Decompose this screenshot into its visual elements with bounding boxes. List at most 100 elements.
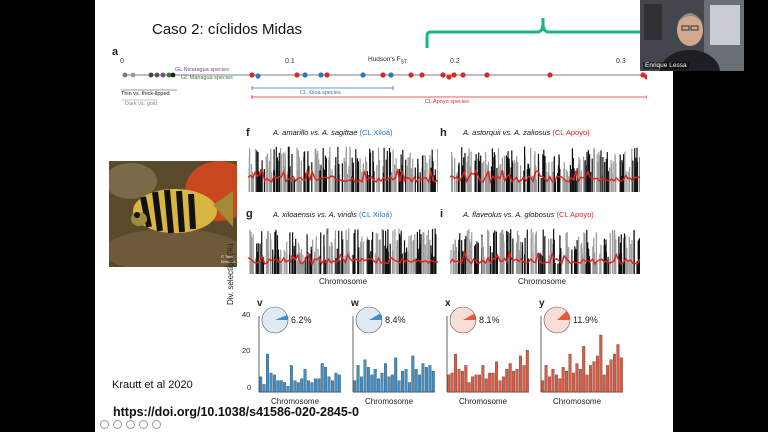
manhattan-column: [354, 229, 356, 274]
manhattan-column: [338, 230, 340, 274]
manhattan-column: [456, 173, 458, 192]
manhattan-column: [496, 257, 498, 274]
manhattan-column: [372, 231, 374, 274]
manhattan-column: [378, 240, 380, 274]
photo-credit: © Tom Brinkers: [221, 254, 236, 264]
bar: [310, 382, 314, 393]
manhattan-column: [301, 263, 304, 274]
manhattan-column: [369, 180, 371, 192]
manhattan-column: [351, 157, 353, 192]
manhattan-column: [466, 230, 468, 274]
manhattan-column: [499, 233, 501, 274]
manhattan-column: [427, 180, 429, 192]
bars-ytick: 20: [242, 346, 251, 355]
manhattan-column: [287, 171, 289, 192]
manhattan-column: [572, 158, 574, 192]
manhattan-column: [626, 174, 628, 192]
manhattan-column: [374, 253, 377, 274]
manhattan-column: [566, 255, 568, 274]
manhattan-column: [574, 171, 576, 192]
manhattan-column: [279, 259, 281, 274]
bar: [488, 372, 492, 393]
manhattan-column: [344, 161, 346, 192]
bar: [551, 369, 555, 393]
manhattan-column: [627, 262, 629, 274]
manhattan-column: [557, 263, 559, 274]
zoom-button[interactable]: [139, 420, 148, 429]
manhattan-column: [633, 230, 635, 274]
manhattan-column: [544, 157, 546, 192]
manhattan-column: [314, 262, 316, 274]
more-options-button[interactable]: [152, 420, 161, 429]
manhattan-column: [409, 152, 411, 192]
manhattan-column: [400, 230, 402, 274]
bar: [377, 378, 381, 393]
pen-tool-button[interactable]: [126, 420, 135, 429]
manhattan-column: [307, 252, 309, 274]
manhattan-column: [580, 244, 582, 274]
bar: [356, 365, 360, 393]
cl-xiloa-label: CL Xiloá species: [300, 90, 341, 96]
manhattan-column: [550, 238, 552, 274]
manhattan-column: [593, 237, 595, 274]
pie-slice: [557, 311, 570, 320]
manhattan-column: [251, 237, 253, 274]
bar: [505, 369, 509, 393]
manhattan-column: [623, 154, 625, 192]
bar: [313, 378, 317, 393]
manhattan-plot-i: [450, 228, 640, 274]
manhattan-column: [279, 170, 281, 192]
manhattan-column: [345, 149, 347, 192]
bar: [460, 370, 464, 393]
panel-f-title: A. amarillo vs. A. sagittae (CL Xiloá): [273, 128, 393, 137]
manhattan-column: [453, 250, 455, 274]
manhattan-column: [571, 148, 573, 192]
manhattan-column: [487, 229, 489, 274]
manhattan-column: [383, 147, 385, 192]
manhattan-column: [467, 156, 469, 192]
manhattan-column: [557, 173, 559, 192]
manhattan-column: [289, 173, 291, 192]
bar: [303, 369, 307, 393]
manhattan-column: [479, 160, 481, 192]
manhattan-column: [489, 246, 491, 274]
manhattan-column: [418, 248, 420, 274]
manhattan-column: [372, 161, 374, 192]
manhattan-column: [507, 151, 509, 192]
prev-slide-button[interactable]: [100, 420, 109, 429]
bar: [619, 357, 623, 393]
doi-link[interactable]: https://doi.org/10.1038/s41586-020-2845-…: [113, 405, 359, 419]
manhattan-column: [317, 150, 319, 192]
manhattan-column: [586, 165, 588, 192]
bar: [450, 372, 454, 393]
manhattan-column: [384, 245, 386, 274]
bar: [515, 369, 519, 393]
fst-tick: 0: [120, 58, 124, 65]
manhattan-column: [610, 160, 612, 192]
manhattan-column: [496, 167, 498, 192]
bar: [363, 359, 367, 393]
manhattan-column: [589, 154, 591, 192]
panel-g-title: A. xiloaensis vs. A. viridis (CL Xiloá): [273, 210, 393, 219]
manhattan-column: [382, 172, 385, 192]
manhattan-column: [259, 180, 261, 192]
next-slide-button[interactable]: [113, 420, 122, 429]
manhattan-column: [399, 233, 401, 274]
bar: [512, 370, 516, 393]
manhattan-column: [614, 250, 616, 274]
fst-trend-line: [248, 252, 438, 266]
manhattan-column: [251, 259, 253, 274]
bar: [404, 369, 408, 393]
participant-video-tile[interactable]: Enrique Lessa: [640, 0, 744, 71]
bars-ylabel: Div. selection (%): [226, 243, 235, 305]
manhattan-column: [605, 158, 607, 192]
dots-cl: [249, 72, 647, 80]
manhattan-column: [337, 175, 340, 192]
manhattan-column: [327, 228, 329, 274]
manhattan-column: [257, 243, 259, 274]
manhattan-column: [296, 260, 299, 274]
manhattan-column: [262, 257, 265, 274]
manhattan-column: [387, 229, 389, 274]
manhattan-column: [376, 165, 378, 192]
manhattan-column: [497, 147, 500, 192]
